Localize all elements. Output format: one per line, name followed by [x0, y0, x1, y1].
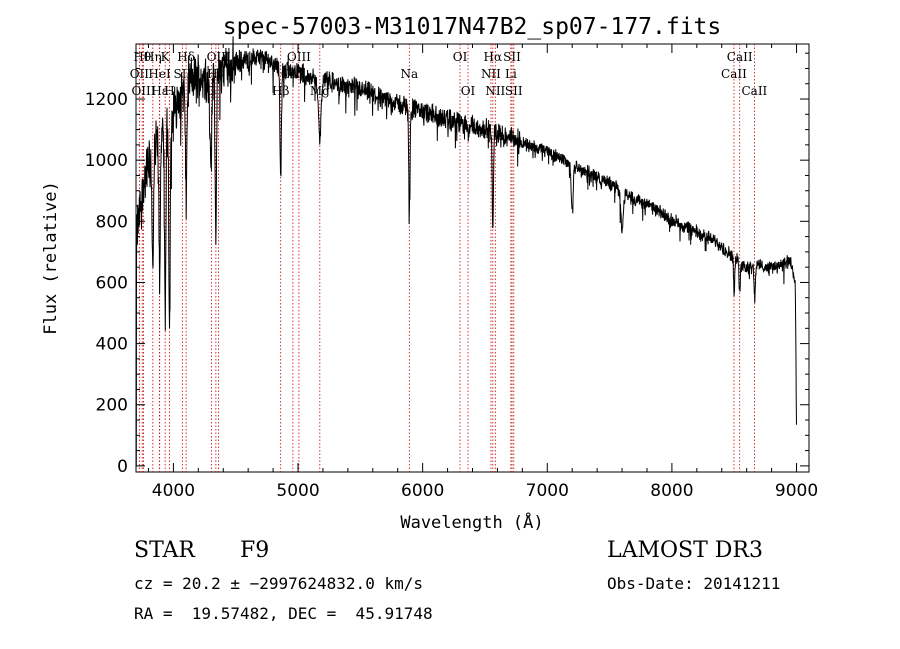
line-marker-label-23: SII [503, 50, 521, 64]
line-marker-label-24: Li [505, 67, 517, 81]
y-tick-label-1200: 1200 [85, 90, 128, 110]
x-tick-label-6000: 6000 [401, 481, 444, 501]
x-tick-label-4000: 4000 [152, 481, 195, 501]
y-tick-label-0: 0 [117, 457, 128, 477]
line-marker-label-15: Hβ [272, 84, 289, 98]
object-class: STAR [134, 538, 195, 563]
object-subclass: F9 [240, 538, 270, 563]
line-marker-label-12: G [207, 84, 217, 98]
data-release: LAMOST DR3 [607, 538, 763, 563]
plot-frame [135, 43, 810, 473]
line-marker-label-17: Na [400, 67, 418, 81]
line-marker-label-4: HeI [148, 67, 171, 81]
line-marker-label-26: CaII [727, 50, 753, 64]
y-axis-label: Flux (relative) [41, 181, 61, 335]
x-axis-ticks: 4000 5000 6000 7000 8000 9000 [147, 44, 818, 501]
line-marker-label-18: OI [453, 50, 468, 64]
coordinates: RA = 19.57482, DEC = 45.91748 [134, 604, 433, 623]
y-tick-label-400: 400 [96, 335, 128, 355]
line-marker-label-3: Hη [144, 50, 162, 64]
line-marker-label-28: CaII [741, 84, 767, 98]
y-tick-label-800: 800 [96, 212, 128, 232]
line-marker-label-22: NII [485, 84, 505, 98]
spectrum-figure: spec-57003-M31017N47B2_sp07-177.fits HθO… [41, 14, 818, 533]
observation-date: Obs-Date: 20141211 [607, 574, 781, 593]
line-marker-label-6: K [161, 50, 171, 64]
line-marker-label-2: OIII [131, 84, 155, 98]
line-marker-label-25: SII [505, 84, 523, 98]
line-marker-label-8: Hδ [177, 50, 195, 64]
y-tick-label-600: 600 [96, 273, 128, 293]
line-marker-label-21: NII [481, 67, 501, 81]
x-tick-label-8000: 8000 [650, 481, 693, 501]
redshift-readout: cz = 20.2 ± −2997624832.0 km/s [134, 574, 423, 593]
x-tick-label-5000: 5000 [276, 481, 319, 501]
y-tick-label-200: 200 [96, 396, 128, 416]
y-tick-label-1000: 1000 [85, 151, 128, 171]
x-axis-label: Wavelength (Å) [400, 511, 543, 533]
line-marker-label-5: Hε [151, 84, 168, 98]
y-axis-ticks: 0 200 400 600 800 1000 1200 [85, 52, 809, 477]
line-marker-label-20: Hα [484, 50, 503, 64]
x-tick-label-9000: 9000 [775, 481, 818, 501]
line-marker-label-13: OIII [287, 50, 311, 64]
line-markers [138, 44, 755, 472]
line-marker-label-9: SII [174, 67, 192, 81]
line-marker-label-27: CaII [721, 67, 747, 81]
line-marker-label-7: H [164, 84, 174, 98]
spectrum-line [135, 36, 797, 467]
line-marker-label-19: OI [461, 84, 476, 98]
x-tick-label-7000: 7000 [526, 481, 569, 501]
chart-title: spec-57003-M31017N47B2_sp07-177.fits [223, 14, 722, 40]
line-marker-label-1: OII [130, 67, 150, 81]
